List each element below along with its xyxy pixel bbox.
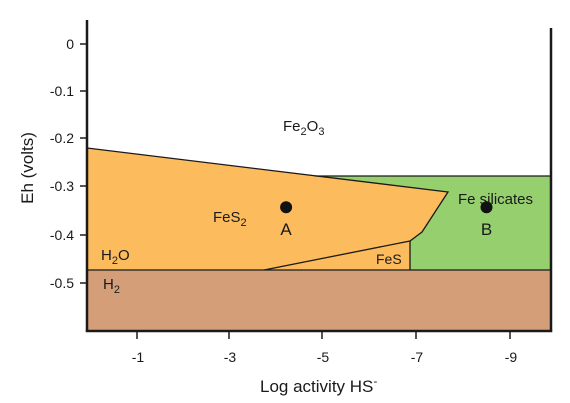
x-tick-labels: -1 -3 -5 -7 -9 (132, 349, 518, 365)
fe2o3-label-sub1: 2 (301, 126, 307, 138)
x-tick-label: -9 (505, 349, 518, 365)
h2-label: H2 (103, 276, 120, 296)
y-tick-label: 0 (66, 36, 74, 52)
x-axis-title: Log activity HS- (260, 374, 377, 396)
fe2o3-label: Fe2O3 (283, 118, 324, 138)
fe-silicates-label: Fe silicates (458, 191, 533, 208)
fe2o3-label-sub2: 3 (318, 126, 324, 138)
sample-point-b (480, 201, 493, 214)
y-tick-label: -0.3 (50, 178, 74, 194)
h2o-label-base: H (101, 247, 112, 264)
x-tick-label: -1 (132, 349, 145, 365)
y-tick-labels: 0 -0.1 -0.2 -0.3 -0.4 -0.5 (50, 36, 74, 291)
sample-point-label-b: B (481, 220, 492, 239)
y-tick-label: -0.1 (50, 83, 74, 99)
sample-point-a (280, 201, 293, 214)
x-tick-label: -3 (224, 349, 237, 365)
fe2o3-label-base: Fe (283, 118, 301, 135)
fes2-label: FeS2 (213, 209, 247, 229)
x-axis-title-main: Log activity HS (260, 377, 373, 396)
h2o-label-tail: O (118, 247, 130, 264)
fes-label: FeS (376, 251, 402, 267)
phase-boundaries (86, 147, 551, 271)
y-axis-title: Eh (volts) (18, 132, 37, 204)
h2-label-base: H (103, 276, 114, 293)
x-tick-label: -7 (411, 349, 424, 365)
x-axis-title-sup: - (373, 374, 377, 388)
y-tick-label: -0.5 (50, 275, 74, 291)
x-ticks (136, 331, 511, 339)
y-tick-label: -0.2 (50, 130, 74, 146)
fes2-region (87, 148, 448, 270)
x-tick-label: -5 (317, 349, 330, 365)
h2o-label-sub: 2 (112, 255, 118, 267)
fe2o3-label-mid: O (307, 118, 319, 135)
y-ticks (80, 43, 87, 284)
h2o-label: H2O (101, 247, 130, 267)
sample-point-label-a: A (280, 220, 292, 239)
h2-region (87, 270, 551, 331)
fe-silicates-region (315, 176, 551, 270)
fes2-label-sub: 2 (241, 217, 247, 229)
h2-label-sub: 2 (114, 284, 120, 296)
frame (85, 20, 553, 333)
fes2-label-base: FeS (213, 209, 241, 226)
y-tick-label: -0.4 (50, 227, 74, 243)
fe2o3-fes2-boundary (86, 147, 450, 271)
